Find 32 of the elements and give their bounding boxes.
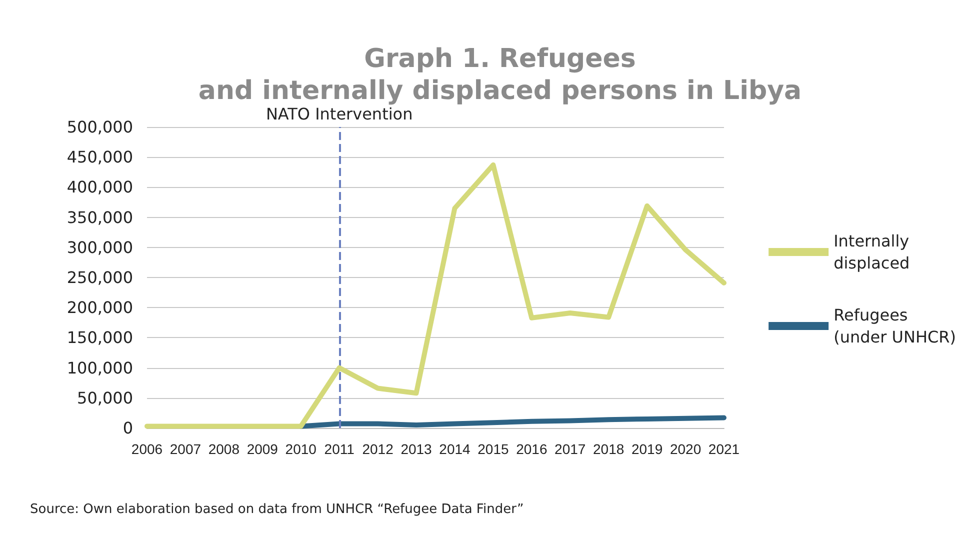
legend-label: Refugees (under UNHCR): [834, 306, 956, 346]
x-tick-label: 2020: [670, 441, 702, 457]
x-tick-label: 2018: [593, 441, 624, 457]
x-tick-label: 2009: [246, 441, 278, 457]
y-tick-label: 500,000: [66, 118, 133, 136]
x-tick-label: 2012: [362, 441, 394, 457]
y-tick-label: 0: [122, 418, 133, 438]
ref-line-label: NATO Intervention: [266, 104, 413, 124]
x-tick-label: 2006: [131, 441, 163, 457]
x-tick-label: 2016: [516, 441, 548, 457]
x-tick-label: 2007: [170, 441, 202, 457]
x-tick-label: 2008: [208, 441, 240, 457]
x-tick-label: 2013: [400, 441, 432, 457]
y-tick-label: 200,000: [66, 298, 133, 318]
x-tick-label: 2010: [285, 441, 317, 457]
chart-title: Graph 1. Refugees and internally displaced persons in Libya: [198, 44, 802, 106]
source-note: Source: Own elaboration based on data from UNHCR “Refugee Data Finder”: [30, 502, 524, 517]
x-tick-label: 2019: [631, 441, 663, 457]
x-tick-label: 2011: [324, 441, 355, 457]
x-tick-label: 2015: [478, 441, 509, 457]
y-tick-label: 50,000: [77, 388, 133, 408]
y-tick-label: 250,000: [66, 268, 133, 287]
y-tick-label: 100,000: [66, 358, 133, 378]
y-tick-label: 350,000: [66, 208, 133, 227]
x-tick-label: 2017: [554, 441, 586, 457]
y-tick-label: 400,000: [66, 178, 133, 197]
y-tick-label: 150,000: [66, 328, 133, 348]
y-tick-label: 300,000: [66, 238, 133, 257]
y-tick-label: 450,000: [66, 148, 133, 167]
legend-label: Internally displaced: [834, 232, 910, 272]
x-tick-label: 2021: [708, 441, 740, 457]
x-tick-label: 2014: [439, 441, 471, 457]
